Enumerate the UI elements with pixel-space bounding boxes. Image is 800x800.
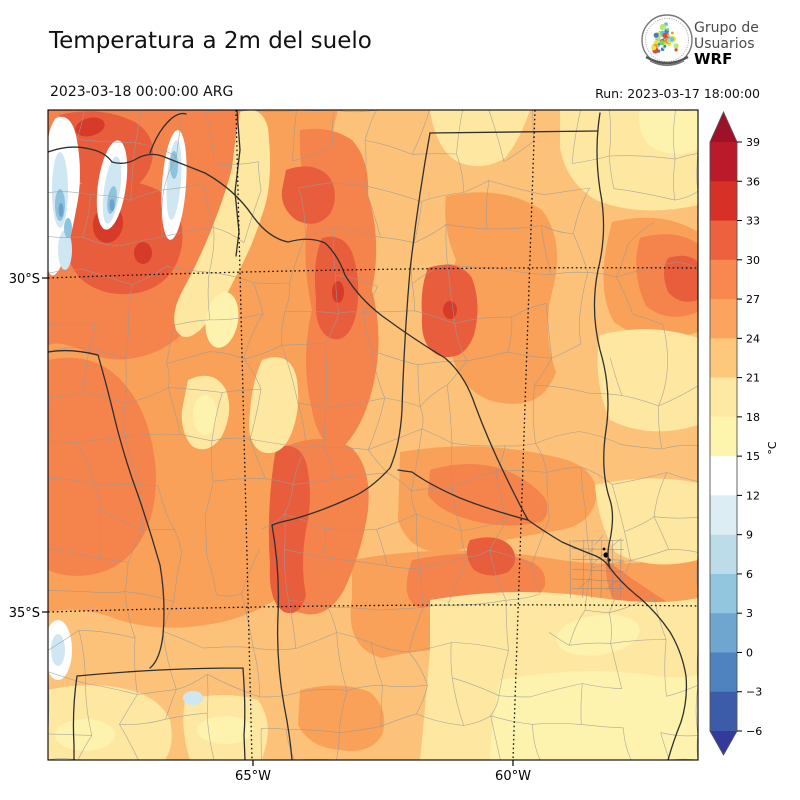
logo-map-dot xyxy=(667,38,671,42)
laurel-arc xyxy=(645,56,689,65)
logo-map-dot xyxy=(657,38,661,42)
logo-map-dot xyxy=(663,44,667,48)
run-time-label: Run: 2023-03-17 18:00:00 xyxy=(595,86,760,101)
gridline-65w xyxy=(235,110,253,760)
colorbar-tick-label: 18 xyxy=(746,411,760,424)
lon-label-65w: 65°W xyxy=(235,769,271,784)
logo-map-dot xyxy=(653,32,659,38)
logo-map-dot xyxy=(659,23,667,31)
map-frame xyxy=(47,109,699,761)
colorbar-tick-label: 21 xyxy=(746,372,760,385)
axis-ticks xyxy=(42,277,514,766)
colorbar-tick-label: 39 xyxy=(746,136,760,149)
lat-label-35s: 35°S xyxy=(9,606,40,621)
logo-map-dot xyxy=(662,32,668,38)
colorbar-tick-label: 3 xyxy=(746,607,753,620)
colorbar-unit-label: °C xyxy=(766,441,779,455)
wrf-logo: Grupo de Usuarios WRF xyxy=(641,14,759,68)
colorbar-tick-label: −3 xyxy=(746,686,762,699)
logo-map-dot xyxy=(669,37,675,42)
logo-emblem xyxy=(641,14,693,67)
page-title: Temperatura a 2m del suelo xyxy=(49,28,372,54)
logo-map-dot xyxy=(659,40,665,46)
colorbar-tick-label: 0 xyxy=(746,646,753,659)
lon-label-60w: 60°W xyxy=(495,769,531,784)
temperature-field xyxy=(48,110,698,760)
colorbar-tick-label: 9 xyxy=(746,529,753,542)
logo-line1: Grupo de xyxy=(694,20,759,36)
colorbar-tick-label: 33 xyxy=(746,215,760,228)
colorbar-tick-label: 27 xyxy=(746,293,760,306)
logo-line2: Usuarios xyxy=(694,36,755,52)
logo-map-dot xyxy=(666,28,670,31)
colorbar-tick-label: 12 xyxy=(746,489,760,502)
colorbar-tick-label: −6 xyxy=(746,725,762,738)
logo-line3: WRF xyxy=(694,50,732,68)
colorbar-tick-label: 24 xyxy=(746,332,760,345)
colorbar-tick-label: 15 xyxy=(746,450,760,463)
colorbar-tick-label: 6 xyxy=(746,568,753,581)
graticule xyxy=(48,110,698,760)
lat-label-30s: 30°S xyxy=(9,272,40,287)
logo-map-dot xyxy=(651,45,657,51)
logo-map-dot xyxy=(674,48,678,52)
laurel-arc2 xyxy=(649,60,685,67)
valid-time-label: 2023-03-18 00:00:00 ARG xyxy=(50,84,234,100)
colorbar-tick-label: 36 xyxy=(746,175,760,188)
logo-map-dot xyxy=(671,31,674,35)
colorbar-tick-label: 30 xyxy=(746,254,760,267)
logo-map-dot xyxy=(673,43,679,49)
gridline-60w xyxy=(512,110,536,760)
province-borders xyxy=(48,110,688,760)
